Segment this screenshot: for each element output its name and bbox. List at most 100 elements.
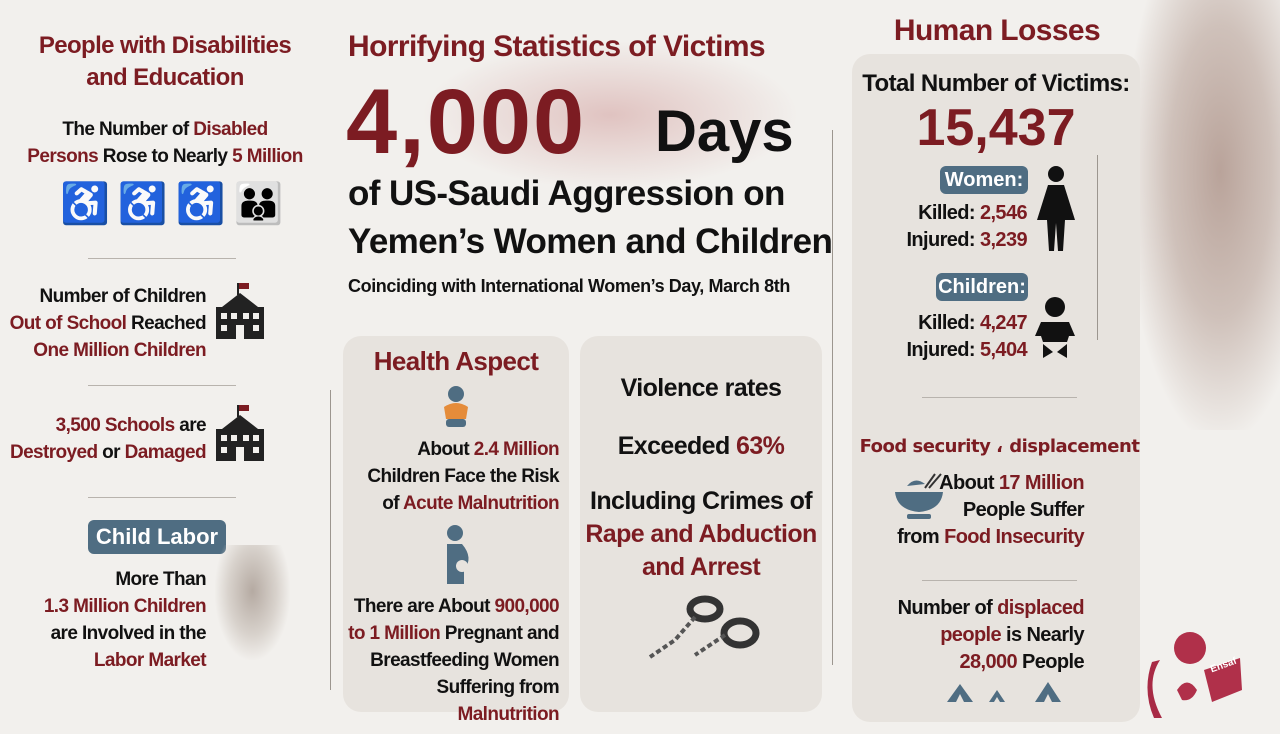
text: Reached: [126, 313, 207, 334]
total-victims: 15,437: [916, 99, 1076, 157]
text: Pregnant and: [440, 623, 560, 644]
child-icon: [1035, 297, 1075, 358]
divider: [1097, 155, 1098, 340]
women-killed: 2,546: [979, 202, 1028, 224]
family-icon: 👪: [233, 182, 292, 226]
blood-splatter: [420, 40, 800, 190]
highlight: 28,000: [959, 651, 1018, 673]
children-killed: 4,247: [979, 312, 1028, 334]
women-stats: Killed: 2,546 Injured: 3,239: [852, 200, 1027, 254]
highlight: Food Insecurity: [944, 526, 1085, 548]
disability-icons: ♿♿♿👪: [60, 180, 291, 227]
highlight: Destroyed: [9, 442, 98, 463]
tents-icon: [947, 682, 1061, 702]
highlight: Labor Market: [93, 650, 207, 671]
highlight: Disabled: [193, 119, 268, 140]
wheelchair-icon: ♿: [175, 182, 234, 226]
children-badge: Children:: [936, 273, 1028, 301]
headline-line2: Yemen’s Women and Children: [348, 222, 833, 261]
food-bowl-icon: [895, 473, 943, 519]
pregnant-women-stat: There are About 900,000 to 1 Million Pre…: [343, 593, 560, 728]
highlight: Persons: [27, 146, 99, 167]
headline-line1: of US-Saudi Aggression on: [348, 174, 785, 213]
big-number: 4,000: [346, 71, 587, 173]
divider: [832, 130, 833, 665]
violence-stat: Violence rates Exceeded 63% Including Cr…: [580, 372, 822, 584]
text: About: [939, 472, 999, 494]
school-icon: [216, 405, 264, 461]
handcuffs-icon: [648, 595, 760, 659]
children-stats: Killed: 4,247 Injured: 5,404: [852, 310, 1027, 364]
text: Violence rates: [620, 374, 782, 402]
highlight: Out of School: [9, 313, 127, 334]
subtitle: Coinciding with International Women’s Da…: [348, 276, 790, 296]
text: Number of Children: [39, 286, 206, 307]
disabled-stat: The Number of Disabled Persons Rose to N…: [0, 116, 330, 170]
highlight: Malnutrition: [457, 704, 559, 725]
highlight: and Arrest: [641, 553, 761, 581]
children-injured: 5,404: [979, 339, 1028, 361]
woman-icon: [1037, 166, 1075, 251]
human-losses-title: Human Losses: [893, 14, 1101, 47]
malnutrition-stat: About 2.4 Million Children Face the Risk…: [343, 436, 559, 517]
text: More Than: [115, 569, 206, 590]
wheelchair-icon: ♿: [117, 182, 176, 226]
main-title: Horrifying Statistics of Victims: [348, 30, 766, 63]
text: People Suffer: [962, 499, 1085, 521]
school-icon: [216, 283, 264, 339]
child-photo: [1130, 0, 1280, 430]
text: of: [382, 493, 404, 514]
text: Killed:: [918, 312, 980, 334]
divider: [88, 258, 236, 259]
highlight: 63%: [736, 432, 785, 460]
child-labor-badge: Child Labor: [88, 520, 226, 554]
text: are: [174, 415, 206, 436]
child-labor-image: [215, 545, 290, 660]
text: Injured:: [906, 339, 980, 361]
text: Exceeded: [617, 432, 737, 460]
text: from: [897, 526, 945, 548]
highlight: 2.4 Million: [473, 439, 560, 460]
headline: of US-Saudi Aggression on Yemen’s Women …: [348, 170, 833, 266]
text: Rose to Nearly: [98, 146, 233, 167]
left-title-line2: and Education: [86, 64, 244, 91]
text: Injured:: [906, 229, 980, 251]
text: Breastfeeding Women: [370, 650, 559, 671]
pregnant-woman-icon: [447, 525, 469, 584]
text: There are About: [353, 596, 495, 617]
baby-icon: [444, 386, 468, 427]
text: Children Face the Risk: [367, 466, 559, 487]
highlight: 1.3 Million Children: [43, 596, 207, 617]
divider: [88, 497, 236, 498]
child-labor-stat: More Than 1.3 Million Children are Invol…: [0, 566, 207, 674]
text: Including Crimes of: [590, 487, 813, 515]
highlight: 17 Million: [998, 472, 1085, 494]
text: Killed:: [918, 202, 980, 224]
health-title: Health Aspect: [373, 346, 539, 376]
highlight: Acute Malnutrition: [403, 493, 560, 514]
food-stat: About 17 Million People Suffer from Food…: [852, 470, 1085, 551]
divider: [330, 390, 331, 690]
highlight: 3,500 Schools: [55, 415, 176, 436]
left-title-line1: People with Disabilities: [38, 32, 292, 59]
text: The Number of: [62, 119, 194, 140]
displaced-stat: Number of displaced people is Nearly 28,…: [852, 595, 1085, 676]
text: Number of: [897, 597, 998, 619]
food-title: Food security ، displacement: [859, 436, 1140, 457]
highlight: 5 Million: [232, 146, 303, 167]
out-of-school-stat: Number of Children Out of School Reached…: [0, 283, 207, 364]
days-label: Days: [655, 99, 794, 164]
women-injured: 3,239: [979, 229, 1028, 251]
text: are Involved in the: [50, 623, 207, 644]
left-title: People with Disabilities and Education: [0, 30, 330, 94]
highlight: 900,000: [494, 596, 560, 617]
total-label: Total Number of Victims:: [862, 70, 1130, 97]
divider: [922, 397, 1077, 398]
text: is Nearly: [1001, 624, 1085, 646]
highlight: Damaged: [124, 442, 207, 463]
text: People: [1017, 651, 1085, 673]
divider: [88, 385, 236, 386]
highlight: displaced: [997, 597, 1084, 619]
schools-stat: 3,500 Schools are Destroyed or Damaged: [0, 412, 207, 466]
ensaf-logo: [1147, 632, 1242, 718]
